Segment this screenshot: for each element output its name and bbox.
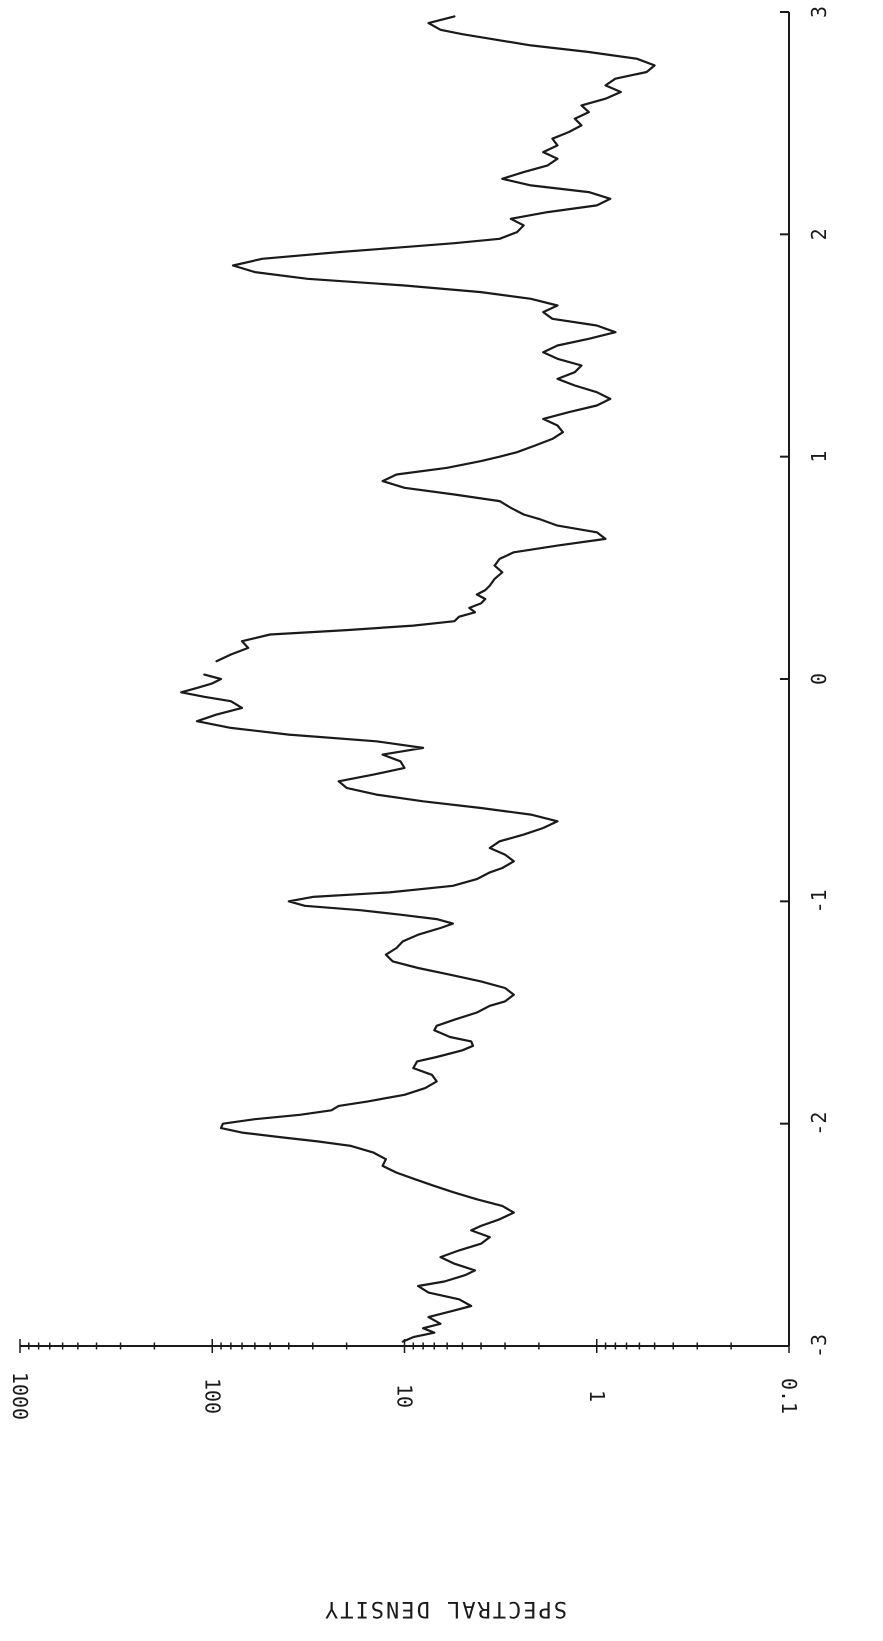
x-tick-label: -3 (807, 1334, 831, 1358)
series-line-2 (215, 15, 656, 663)
x-tick-label: 1 (807, 451, 831, 463)
x-tick-label: 2 (807, 228, 831, 240)
x-tick-label: -1 (807, 889, 831, 913)
y-tick-label: 100 (200, 1378, 224, 1414)
y-tick-label: 1 (585, 1390, 609, 1402)
y-tick-label: 0.1 (777, 1378, 801, 1414)
chart-tick-labels: -3 -2 -1 0 1 2 3 0.1 1 10 100 1000 (8, 6, 831, 1420)
chart-axes (20, 12, 790, 1347)
chart-series-layer (180, 15, 656, 1343)
series-line-1 (180, 673, 559, 1343)
chart-ticks (19, 11, 790, 1353)
x-tick-label: 0 (807, 673, 831, 685)
y-tick-label: 1000 (8, 1372, 32, 1420)
y-axis-title: SPECTRAL DENSITY (323, 1596, 567, 1621)
x-tick-label: 3 (807, 6, 831, 18)
x-tick-label: -2 (807, 1112, 831, 1136)
y-tick-label: 10 (393, 1384, 417, 1408)
